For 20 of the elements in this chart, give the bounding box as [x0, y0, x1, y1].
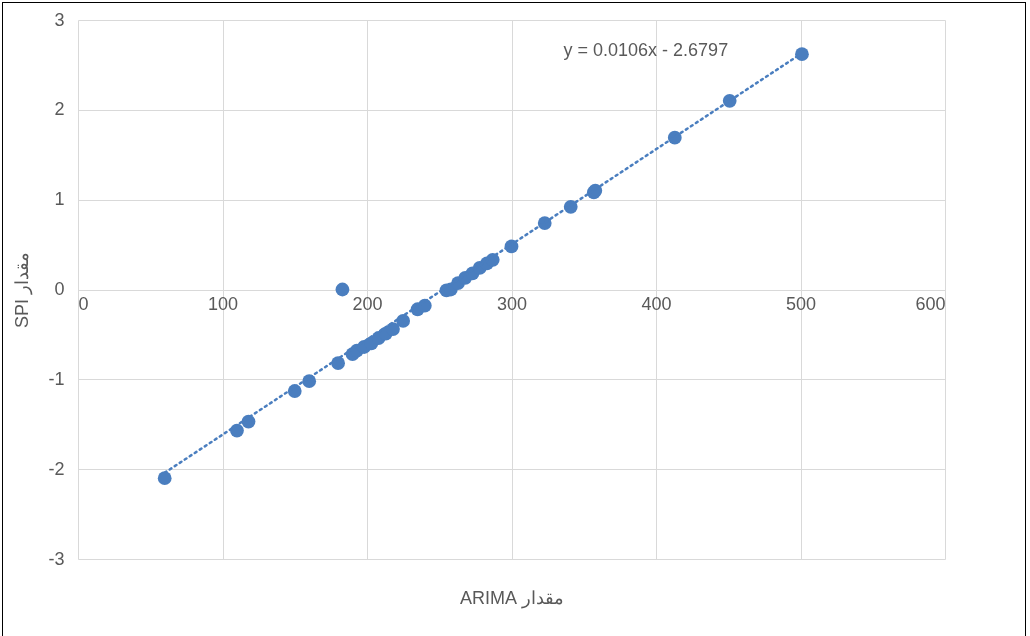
- x-tick-label: 500: [785, 294, 817, 314]
- point: [335, 282, 350, 297]
- y-tick-label: 3: [54, 9, 65, 30]
- y-tick-label: 1: [54, 189, 65, 210]
- x-tick-label: 300: [496, 294, 528, 314]
- x-tick-label: 100: [207, 294, 239, 314]
- x-tick-label: 600: [915, 294, 946, 314]
- y-tick-label: 2: [54, 99, 65, 120]
- y-tick-label: -3: [48, 548, 65, 569]
- x-axis-title: مقدار ARIMA: [459, 587, 565, 609]
- x-tick-label: 200: [352, 294, 383, 314]
- y-axis-title: مقدار SPI: [12, 251, 34, 329]
- y-tick-label: 0: [54, 279, 65, 299]
- y-tick-label: -1: [48, 368, 65, 389]
- x-tick-label: 0: [78, 294, 89, 314]
- y-tick-label: -2: [48, 458, 65, 479]
- point: [795, 47, 809, 62]
- x-tick-label: 400: [641, 294, 672, 314]
- point: [157, 471, 172, 486]
- annotation: y = 0.0106x - 2.6797: [563, 40, 729, 61]
